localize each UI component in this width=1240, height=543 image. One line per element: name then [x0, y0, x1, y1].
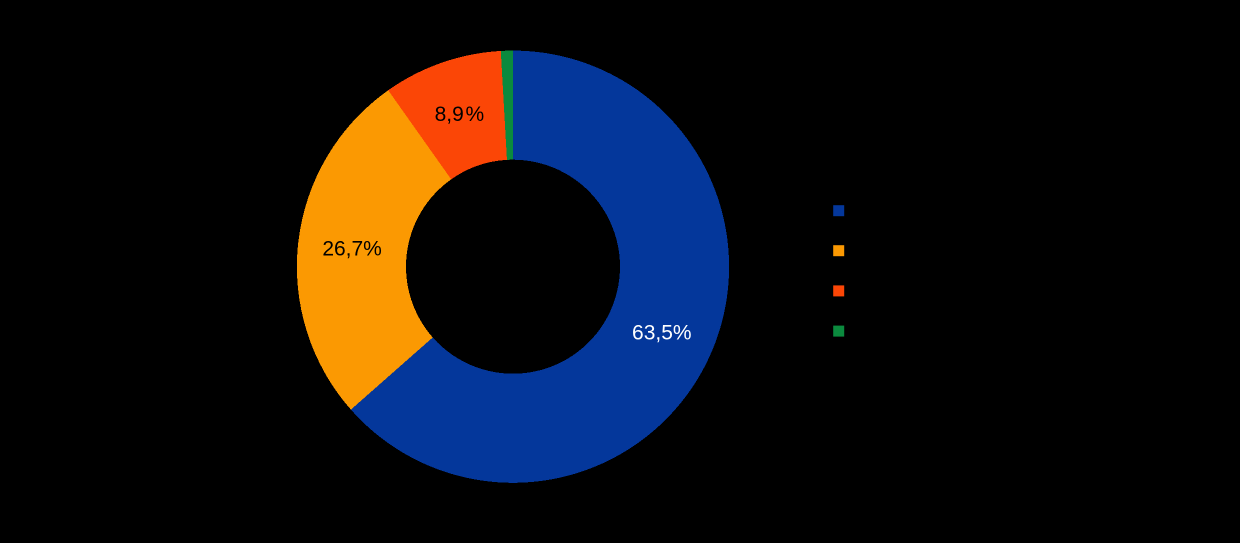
- svg-text:8,9 %: 8,9 %: [435, 103, 485, 126]
- svg-text:26,7%: 26,7%: [322, 237, 382, 260]
- svg-text:63,5%: 63,5%: [632, 322, 692, 345]
